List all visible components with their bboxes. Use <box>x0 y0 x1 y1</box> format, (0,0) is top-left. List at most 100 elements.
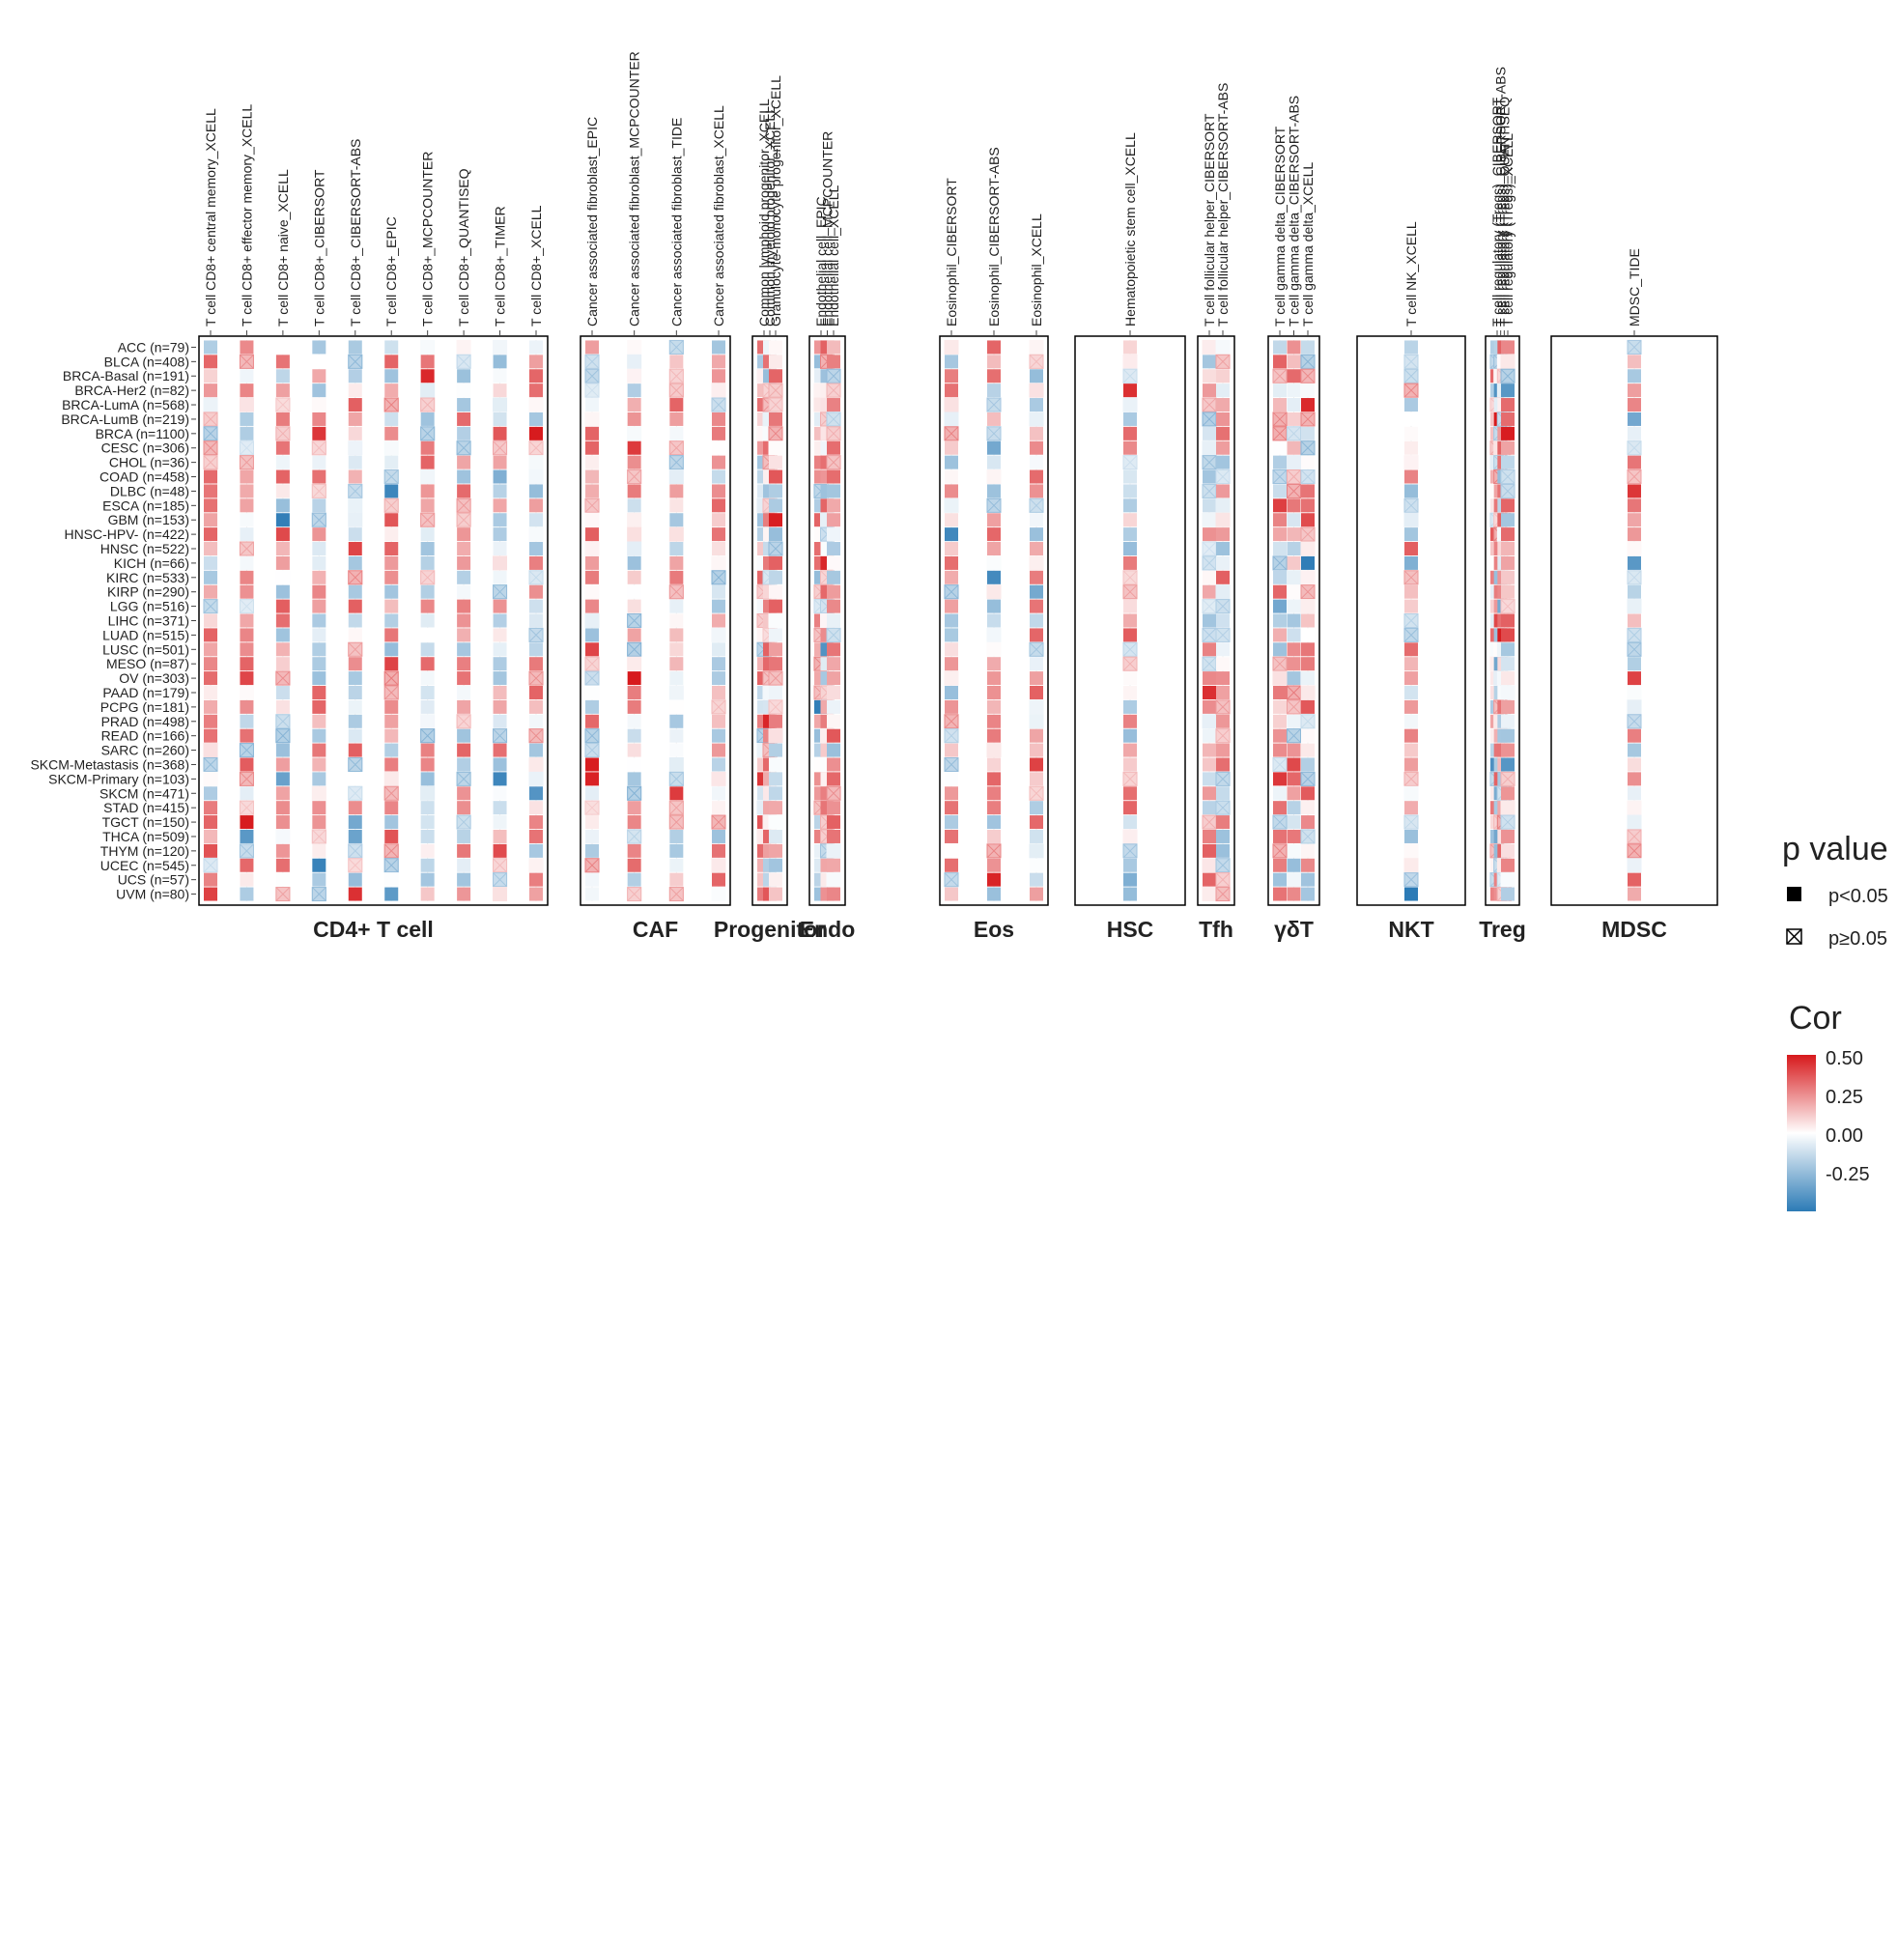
heatmap-cell <box>1287 801 1301 815</box>
heatmap-cell <box>769 355 782 369</box>
row-label: HNSC-HPV- (n=422) <box>64 526 189 542</box>
heatmap-cell <box>493 872 508 888</box>
heatmap-cell <box>1215 512 1231 527</box>
heatmap-cell <box>528 756 544 772</box>
heatmap-cell <box>712 843 725 858</box>
heatmap-cell <box>1300 541 1316 556</box>
heatmap-cell <box>1301 858 1315 872</box>
heatmap-cell <box>944 339 959 355</box>
heatmap-cell <box>204 498 217 513</box>
heatmap-cell <box>1202 483 1217 498</box>
heatmap-cell <box>1203 570 1216 584</box>
heatmap-cell <box>768 670 783 686</box>
heatmap-cell <box>240 786 254 801</box>
heatmap-cell <box>585 340 599 355</box>
heatmap-cell <box>1404 527 1418 542</box>
heatmap-cell <box>275 657 290 671</box>
heatmap-cell <box>627 526 642 542</box>
heatmap-cell <box>528 627 544 642</box>
column-label: T cell regulatory (Tregs)_XCELL <box>1500 133 1516 327</box>
heatmap-cell <box>493 628 507 642</box>
heatmap-cell <box>312 469 326 484</box>
row-label: UVM (n=80) <box>116 887 189 902</box>
heatmap-cell <box>1287 599 1301 613</box>
heatmap-cell <box>627 887 642 902</box>
heatmap-cell <box>529 426 543 440</box>
heatmap-cell <box>827 440 840 455</box>
heatmap-cell <box>585 887 599 901</box>
heatmap-cell <box>457 412 471 426</box>
heatmap-cell <box>493 685 507 699</box>
heatmap-cell <box>348 829 362 843</box>
heatmap-cell <box>945 570 958 584</box>
heatmap-cell <box>493 671 507 686</box>
heatmap-cell <box>384 815 399 830</box>
heatmap-cell <box>1501 570 1515 584</box>
heatmap-cell <box>1500 872 1516 888</box>
heatmap-cell <box>827 657 840 671</box>
heatmap-cell <box>275 685 290 699</box>
heatmap-cell <box>275 801 290 815</box>
heatmap-cell <box>1500 483 1516 498</box>
heatmap-cell <box>420 512 436 527</box>
heatmap-cell <box>711 814 726 830</box>
heatmap-cell <box>457 872 471 887</box>
heatmap-cell <box>986 743 1002 758</box>
heatmap-cell <box>348 887 362 901</box>
heatmap-cell <box>240 584 254 599</box>
heatmap-cell <box>1273 527 1287 542</box>
heatmap-cell <box>1287 843 1301 858</box>
heatmap-cell <box>204 887 217 901</box>
heatmap-cell <box>987 671 1001 686</box>
heatmap-cell <box>1287 628 1301 642</box>
heatmap-cell <box>1501 584 1515 599</box>
heatmap-cell <box>1216 426 1230 440</box>
heatmap-cell <box>1030 743 1043 757</box>
heatmap-cell <box>769 786 782 801</box>
heatmap-cell <box>1404 671 1418 686</box>
heatmap-cell <box>826 785 841 801</box>
heatmap-cell <box>1030 772 1043 786</box>
column-label: T cell CD8+_CIBERSORT <box>311 169 326 327</box>
heatmap-cell <box>769 369 782 383</box>
heatmap-cell <box>627 728 641 743</box>
heatmap-cell <box>275 513 290 527</box>
heatmap-cell <box>944 728 959 744</box>
heatmap-cell <box>1501 555 1515 570</box>
group-title: Treg <box>1479 917 1526 942</box>
heatmap-cell <box>1030 671 1043 686</box>
heatmap-cell <box>1287 699 1301 715</box>
heatmap-cell <box>528 455 544 470</box>
heatmap-cell <box>1215 584 1231 600</box>
heatmap-cell <box>1301 757 1315 772</box>
heatmap-cell <box>711 699 726 715</box>
heatmap-cell <box>1287 340 1301 355</box>
heatmap-cell <box>1216 815 1230 830</box>
heatmap-cell <box>457 685 471 699</box>
heatmap-cell <box>1301 340 1315 355</box>
heatmap-cell <box>1300 771 1316 786</box>
heatmap-cell <box>493 355 507 369</box>
heatmap-cell <box>493 642 507 657</box>
heatmap-cell <box>1203 671 1216 686</box>
column-label: T cell gamma delta_CIBERSORT-ABS <box>1287 96 1302 327</box>
heatmap-cell <box>493 584 508 600</box>
heatmap-cell <box>1403 843 1419 859</box>
heatmap-cell <box>585 527 599 542</box>
heatmap-cell <box>1628 657 1641 671</box>
heatmap-cell <box>1627 843 1642 859</box>
heatmap-cell <box>1029 714 1044 729</box>
heatmap-cell <box>348 657 362 671</box>
heatmap-cell <box>627 656 642 671</box>
heatmap-cell <box>1216 786 1230 801</box>
heatmap-cell <box>204 872 217 887</box>
heatmap-cell <box>1403 383 1419 398</box>
heatmap-cell <box>827 887 840 901</box>
row-label: READ (n=166) <box>101 728 189 744</box>
heatmap-cell <box>1501 858 1515 872</box>
heatmap-cell <box>627 426 642 441</box>
heatmap-cell <box>1404 642 1418 657</box>
heatmap-cell <box>1216 484 1230 498</box>
heatmap-cell <box>627 541 642 556</box>
heatmap-cell <box>420 383 436 398</box>
